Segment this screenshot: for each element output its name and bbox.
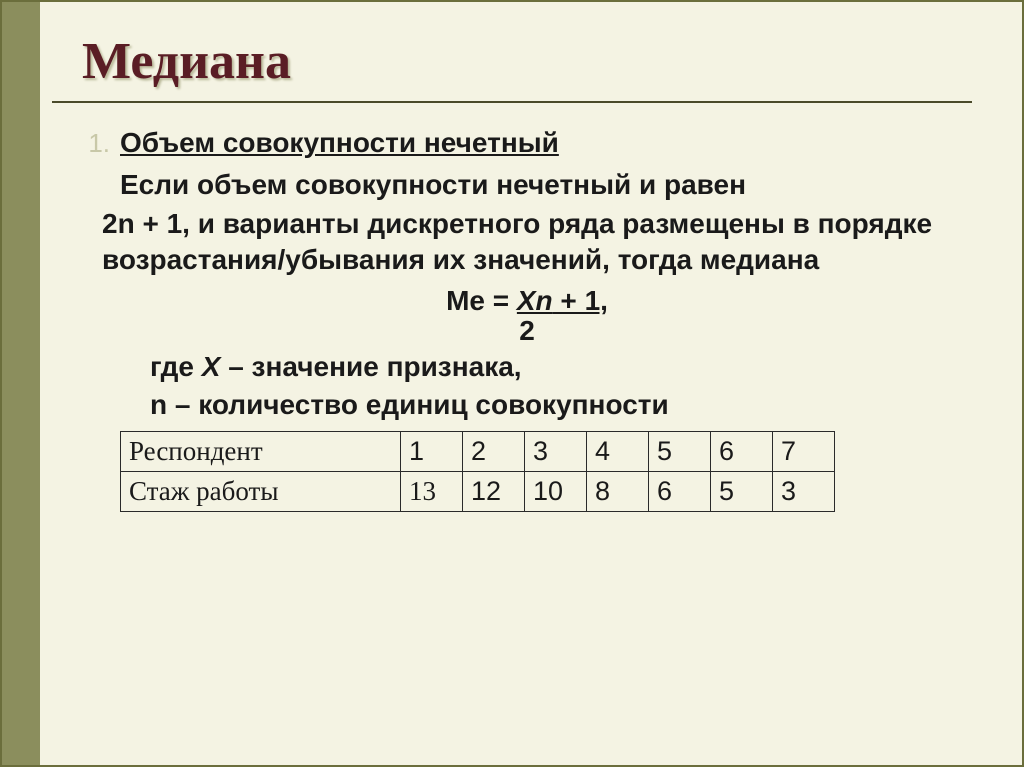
- where-x: X: [202, 351, 221, 382]
- table-cell: 4: [587, 432, 649, 472]
- formula-denominator: 2: [82, 315, 972, 347]
- data-table: Респондент 1 2 3 4 5 6 7 Стаж работы 13 …: [120, 431, 835, 512]
- table-cell: 10: [525, 472, 587, 512]
- where-line-1: где X – значение признака,: [150, 349, 972, 385]
- formula-prefix: Me =: [446, 285, 517, 316]
- body-content: 1. Объем совокупности нечетный Если объе…: [82, 125, 972, 512]
- row1-label: Респондент: [121, 432, 401, 472]
- slide-title: Медиана: [82, 32, 972, 91]
- formula-xn: Xn: [517, 285, 553, 316]
- formula-numerator: Me = Xn + 1,: [82, 285, 972, 317]
- where-rest: – значение признака,: [220, 351, 521, 382]
- paragraph-line-1: Если объем совокупности нечетный и равен: [120, 167, 972, 203]
- table-cell: 6: [711, 432, 773, 472]
- table-cell: 6: [649, 472, 711, 512]
- list-number: 1.: [82, 128, 110, 159]
- paragraph-line-2: 2n + 1, и варианты дискретного ряда разм…: [102, 206, 972, 279]
- table-cell: 13: [401, 472, 463, 512]
- formula-suffix: + 1,: [553, 285, 608, 316]
- table-row: Стаж работы 13 12 10 8 6 5 3: [121, 472, 835, 512]
- table-row: Респондент 1 2 3 4 5 6 7: [121, 432, 835, 472]
- where-prefix: где: [150, 351, 202, 382]
- title-underline: [52, 101, 972, 103]
- formula: Me = Xn + 1, 2: [82, 285, 972, 347]
- slide-content: Медиана 1. Объем совокупности нечетный Е…: [2, 2, 1022, 765]
- table-cell: 12: [463, 472, 525, 512]
- table-cell: 2: [463, 432, 525, 472]
- table-cell: 3: [773, 472, 835, 512]
- where-line-2: n – количество единиц совокупности: [150, 387, 972, 423]
- table-cell: 3: [525, 432, 587, 472]
- list-item-1: 1. Объем совокупности нечетный: [82, 125, 972, 163]
- table-cell: 5: [711, 472, 773, 512]
- table-cell: 8: [587, 472, 649, 512]
- table-cell: 7: [773, 432, 835, 472]
- table-cell: 1: [401, 432, 463, 472]
- section-heading: Объем совокупности нечетный: [120, 125, 559, 161]
- row2-label: Стаж работы: [121, 472, 401, 512]
- where-block: где X – значение признака, n – количеств…: [150, 349, 972, 424]
- table-cell: 5: [649, 432, 711, 472]
